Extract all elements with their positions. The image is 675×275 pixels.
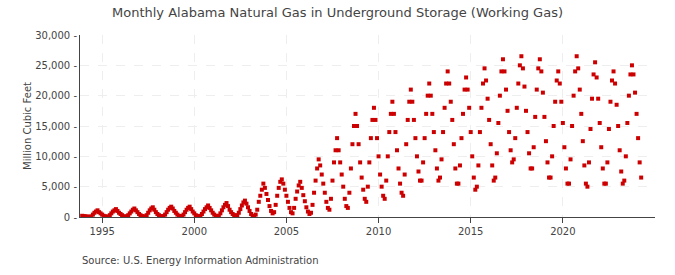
svg-text:2015: 2015 [458,226,483,237]
svg-text:2005: 2005 [274,226,299,237]
svg-text:1995: 1995 [89,226,114,237]
svg-text:10,000 -: 10,000 - [35,151,77,162]
svg-text:Source: U.S. Energy Informatio: Source: U.S. Energy Information Administ… [82,255,319,266]
svg-text:Monthly Alabama Natural Gas in: Monthly Alabama Natural Gas in Undergrou… [112,5,563,20]
svg-text:2020: 2020 [550,226,575,237]
svg-text:0 -: 0 - [64,212,78,223]
svg-text:30,000 -: 30,000 - [35,30,77,41]
svg-text:20,000 -: 20,000 - [35,90,77,101]
svg-text:5,000 -: 5,000 - [42,181,78,192]
svg-text:Million Cubic Feet: Million Cubic Feet [22,82,33,170]
svg-text:2010: 2010 [366,226,391,237]
svg-text:15,000 -: 15,000 - [35,121,77,132]
svg-text:2000: 2000 [182,226,207,237]
svg-text:25,000 -: 25,000 - [35,60,77,71]
